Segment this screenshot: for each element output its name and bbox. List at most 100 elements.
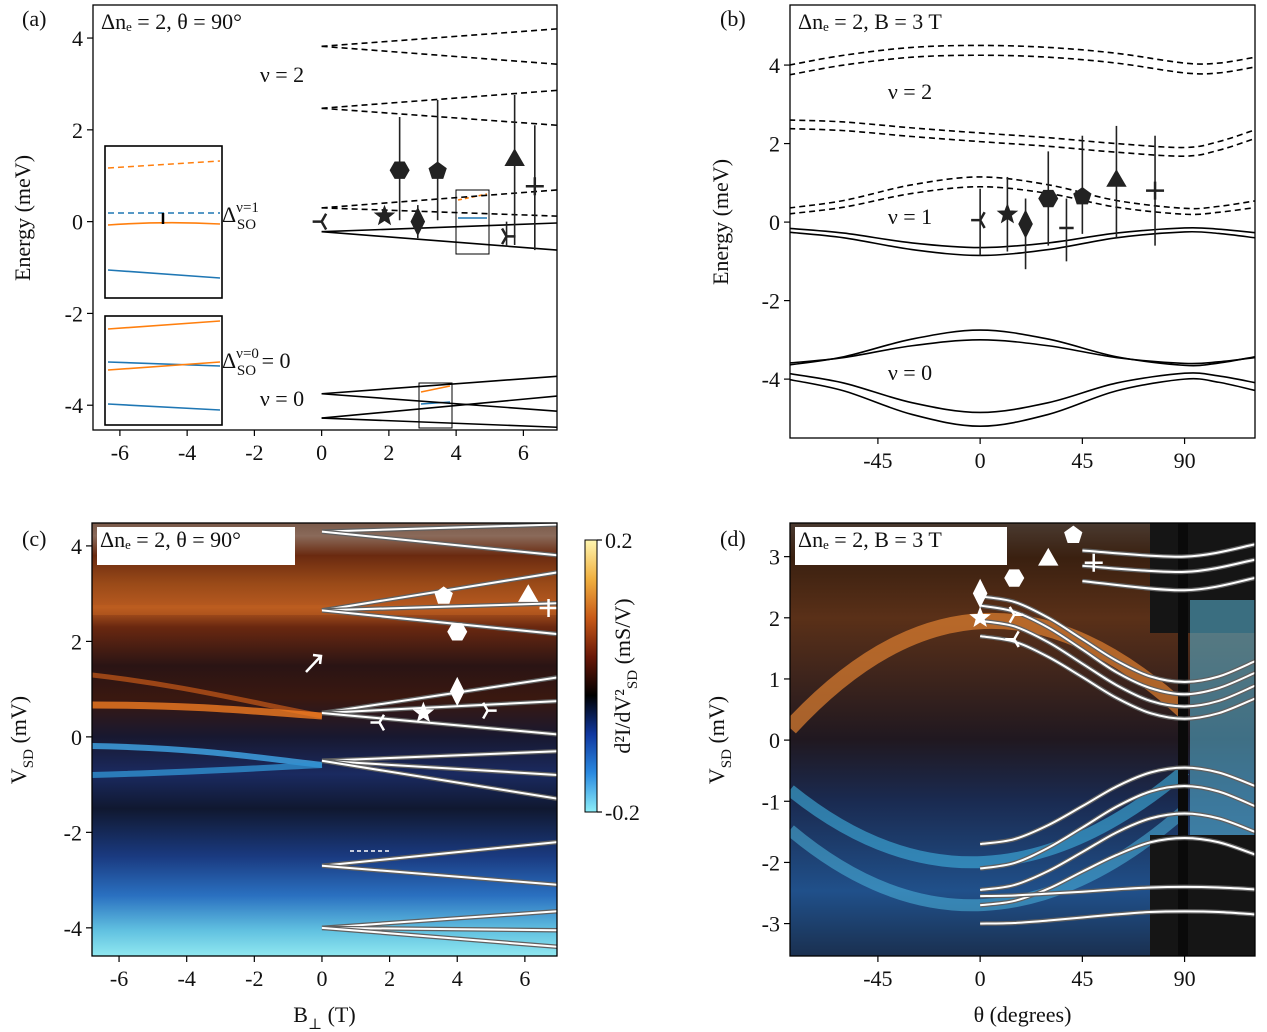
y-axis-label-main: V (6, 768, 31, 784)
y-tick-label: 0 (769, 210, 780, 235)
curve (321, 523, 557, 533)
curve (321, 602, 557, 612)
y-axis-label-rest: (mV) (704, 696, 729, 749)
y-axis-label: VSD (mV) (6, 696, 37, 784)
curve (980, 910, 1255, 925)
y-tick-label: -4 (762, 367, 780, 392)
zoom-line (420, 385, 451, 393)
curve (321, 395, 557, 419)
y-tick-label: 4 (769, 53, 780, 78)
colorbar-label-main: d²I/dV² (610, 689, 635, 754)
y-tick-label: 4 (71, 534, 82, 559)
y-tick-label: -2 (762, 289, 780, 314)
curve (321, 926, 557, 948)
curve (321, 841, 557, 867)
marker (1005, 630, 1020, 648)
x-tick-label: -45 (863, 966, 892, 991)
y-tick-label: 2 (769, 132, 780, 157)
plot-area (312, 28, 557, 429)
curve (790, 127, 1255, 157)
marker (428, 161, 447, 179)
curve (321, 700, 557, 715)
marker (504, 148, 525, 166)
curve (1082, 558, 1255, 574)
title-background (97, 527, 295, 565)
marker (1008, 606, 1024, 624)
x-axis-label-rest: (T) (322, 1002, 356, 1027)
x-tick-label: 4 (452, 966, 463, 991)
x-tick-label: -2 (245, 440, 263, 465)
annotation: Δν=1 SO (222, 200, 259, 233)
panel-label: (d) (720, 526, 746, 551)
marker (1073, 186, 1092, 205)
y-tick-label: 0 (72, 210, 83, 235)
y-axis-label: Energy (meV) (708, 159, 733, 285)
map-empty (1150, 835, 1255, 956)
panel-label: (b) (720, 6, 746, 31)
y-axis-label: Energy (meV) (10, 155, 35, 281)
map-empty (1178, 523, 1188, 956)
curve (979, 784, 1255, 870)
curve (790, 185, 1255, 216)
colorbar-label-sub: SD (625, 670, 641, 689)
curve (321, 712, 557, 736)
curve (321, 89, 557, 110)
curve (321, 189, 557, 209)
chart-title: Δnₑ = 2, B = 3 T (798, 527, 942, 552)
marker (518, 584, 539, 602)
curve (979, 604, 1255, 696)
y-axis-label-sub: SD (719, 749, 735, 768)
marker (1038, 189, 1059, 208)
inset (104, 145, 490, 429)
annotation: ν = 0 (888, 360, 932, 385)
annotation: ν = 2 (260, 62, 304, 87)
plot-area (790, 44, 1255, 428)
chart-title: Δnₑ = 2, θ = 90° (100, 527, 241, 552)
x-tick-label: 0 (316, 966, 327, 991)
curve (321, 750, 557, 762)
curve (979, 766, 1255, 846)
y-tick-label: 0 (769, 728, 780, 753)
marker (996, 202, 1019, 224)
x-tick-label: 4 (451, 440, 462, 465)
x-axis-label-sub: ⊥ (308, 1017, 322, 1032)
annotation: ν = 1 (888, 204, 932, 229)
chart-title: Δnₑ = 2, B = 3 T (798, 9, 942, 34)
x-tick-label: 0 (316, 440, 327, 465)
y-axis-label-sub: SD (21, 749, 37, 768)
curve (980, 885, 1255, 898)
y-axis-label-main: V (704, 768, 729, 784)
curve (980, 836, 1255, 907)
y-axis-label: VSD (mV) (704, 696, 735, 784)
marker (312, 213, 328, 231)
marker (1004, 569, 1025, 587)
marker (434, 586, 453, 604)
x-tick-label: 45 (1071, 448, 1093, 473)
curve (790, 54, 1255, 76)
marker (370, 714, 386, 732)
marker (389, 161, 410, 179)
panel-label: (c) (22, 526, 46, 551)
annotation-sup: ν=0 (236, 346, 259, 362)
y-axis-label-rest: (mV) (6, 696, 31, 749)
y-tick-label: -4 (64, 916, 82, 941)
inset-line (107, 403, 221, 411)
marker (971, 211, 986, 229)
title-background (795, 527, 1007, 565)
annotation-sup: ν=1 (236, 200, 259, 216)
marker (969, 606, 991, 627)
curve (790, 119, 1255, 149)
curve (321, 107, 557, 127)
annotation-sub: SO (237, 217, 256, 233)
arrow (305, 653, 323, 673)
marker (482, 702, 497, 720)
y-tick-label: -2 (762, 850, 780, 875)
curve (321, 759, 557, 800)
curve (321, 28, 557, 48)
curve (790, 329, 1255, 367)
x-tick-label: 90 (1174, 448, 1196, 473)
x-tick-label: 90 (1174, 966, 1196, 991)
y-tick-label: 2 (769, 606, 780, 631)
map-feature (790, 765, 1189, 869)
